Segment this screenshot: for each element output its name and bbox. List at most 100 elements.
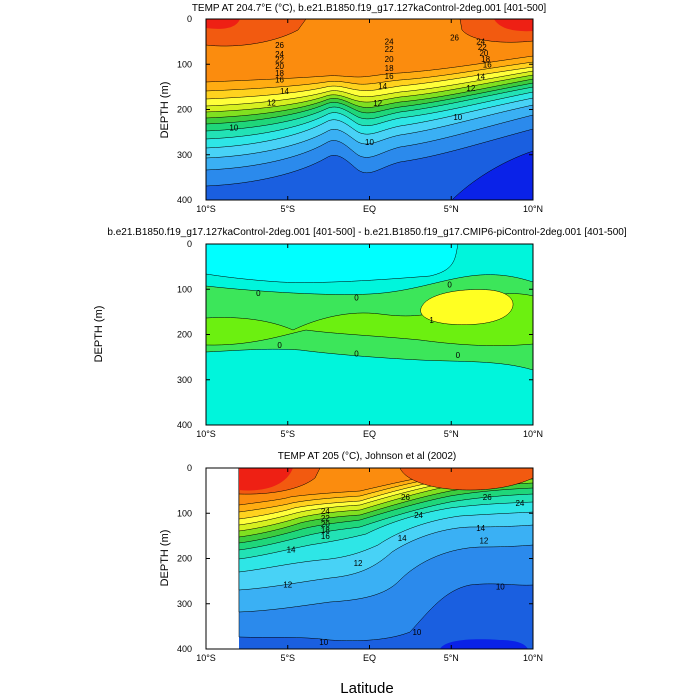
- panel-2-field: [206, 244, 533, 425]
- contour-label: 10: [496, 583, 505, 592]
- panel-3-axes: 10°S 5°S EQ 5°N 10°N 0 100 200 300 400: [177, 463, 543, 663]
- panel-3-field: [206, 468, 533, 649]
- panel-2: b.e21.B1850.f19_g17.127kaControl-2deg.00…: [93, 227, 627, 439]
- x-tick-label: 5°S: [280, 204, 295, 214]
- x-tick-label: 10°S: [196, 429, 216, 439]
- contour-label: 22: [275, 56, 284, 65]
- y-tick-label: 400: [177, 195, 192, 205]
- contour-label: 22: [321, 514, 330, 523]
- contour-label: 16: [385, 72, 394, 81]
- panel-2-contour-labels: 0 0 0 1 0 0 0: [256, 281, 460, 360]
- x-tick-label: EQ: [363, 429, 376, 439]
- y-tick-label: 0: [187, 14, 192, 24]
- contour-label: 14: [378, 82, 387, 91]
- contour-label: 24: [321, 507, 330, 516]
- contour-label: 18: [275, 69, 284, 78]
- panel-2-title: b.e21.B1850.f19_g17.127kaControl-2deg.00…: [107, 227, 626, 238]
- y-tick-label: 100: [177, 284, 192, 294]
- contour-label: 14: [280, 87, 289, 96]
- contour-label: 10: [229, 124, 238, 133]
- contour-label: 14: [476, 72, 485, 81]
- contour-label: 20: [479, 49, 488, 58]
- y-tick-label: 300: [177, 375, 192, 385]
- contour-label: 16: [275, 76, 284, 85]
- contour-label: 12: [354, 559, 363, 568]
- x-tick-label: 10°N: [523, 653, 543, 663]
- contour-label: 10: [365, 138, 374, 147]
- contour-label: 20: [321, 520, 330, 529]
- contour-label: 24: [414, 511, 423, 520]
- y-tick-label: 0: [187, 239, 192, 249]
- contour-label: 18: [481, 55, 490, 64]
- panel-1: TEMP AT 204.7°E (°C), b.e21.B1850.f19_g1…: [159, 3, 546, 214]
- contour-label: 22: [385, 45, 394, 54]
- contour-label: 0: [277, 341, 282, 350]
- y-tick-label: 0: [187, 463, 192, 473]
- panel-3-ylabel: DEPTH (m): [159, 530, 171, 587]
- contour-label: 14: [476, 524, 485, 533]
- contour-label: 0: [256, 289, 261, 298]
- contour-label: 1: [429, 316, 434, 325]
- panel-3: TEMP AT 205 (°C), Johnson et al (2002) 2…: [159, 451, 543, 663]
- x-tick-label: 10°N: [523, 429, 543, 439]
- x-tick-label: 10°S: [196, 653, 216, 663]
- x-tick-label: 10°N: [523, 204, 543, 214]
- figure-xlabel: Latitude: [340, 680, 393, 697]
- contour-label: 12: [267, 98, 276, 107]
- x-tick-label: 5°S: [280, 653, 295, 663]
- contour-label: 0: [447, 281, 452, 290]
- x-tick-label: 10°S: [196, 204, 216, 214]
- panel-1-field: [206, 19, 533, 200]
- contour-label: 22: [478, 43, 487, 52]
- y-tick-label: 100: [177, 59, 192, 69]
- x-tick-label: 5°S: [280, 429, 295, 439]
- contour-label: 0: [354, 293, 359, 302]
- x-tick-label: 5°N: [444, 204, 459, 214]
- y-tick-label: 200: [177, 554, 192, 564]
- y-tick-label: 200: [177, 105, 192, 115]
- panel-3-title: TEMP AT 205 (°C), Johnson et al (2002): [278, 451, 457, 462]
- contour-label: 26: [450, 34, 459, 43]
- y-tick-label: 400: [177, 644, 192, 654]
- x-tick-label: EQ: [363, 653, 376, 663]
- x-tick-label: 5°N: [444, 429, 459, 439]
- y-tick-label: 300: [177, 599, 192, 609]
- contour-label: 0: [456, 351, 461, 360]
- contour-label: 10: [412, 628, 421, 637]
- contour-label: 10: [453, 113, 462, 122]
- panel-2-ylabel: DEPTH (m): [93, 306, 105, 363]
- y-tick-label: 400: [177, 420, 192, 430]
- contour-label: 12: [466, 84, 475, 93]
- contour-label: 18: [321, 526, 330, 535]
- contour-label: 26: [401, 493, 410, 502]
- panel-1-title: TEMP AT 204.7°E (°C), b.e21.B1850.f19_g1…: [192, 3, 547, 14]
- y-tick-label: 200: [177, 330, 192, 340]
- contour-label: 26: [483, 493, 492, 502]
- contour-label: 12: [283, 580, 292, 589]
- contour-label: 16: [483, 61, 492, 70]
- contour-label: 24: [385, 38, 394, 47]
- contour-label: 10: [319, 638, 328, 647]
- y-tick-label: 100: [177, 508, 192, 518]
- contour-label: 14: [287, 545, 296, 554]
- panel-1-axes: 10°S 5°S EQ 5°N 10°N 0 100 200 300 400: [177, 14, 543, 214]
- contour-label: 12: [479, 536, 488, 545]
- contour-label: 20: [275, 62, 284, 71]
- contour-label: 14: [398, 534, 407, 543]
- contour-label: 26: [275, 41, 284, 50]
- contour-label: 24: [515, 499, 524, 508]
- contour-label: 24: [275, 50, 284, 59]
- contour-label: 18: [385, 64, 394, 73]
- panel-1-ylabel: DEPTH (m): [159, 82, 171, 139]
- contour-label: 12: [373, 99, 382, 108]
- x-tick-label: EQ: [363, 204, 376, 214]
- y-tick-label: 300: [177, 150, 192, 160]
- contour-label: 16: [321, 532, 330, 541]
- x-tick-label: 5°N: [444, 653, 459, 663]
- contour-label: 0: [354, 350, 359, 359]
- contour-label: 24: [476, 38, 485, 47]
